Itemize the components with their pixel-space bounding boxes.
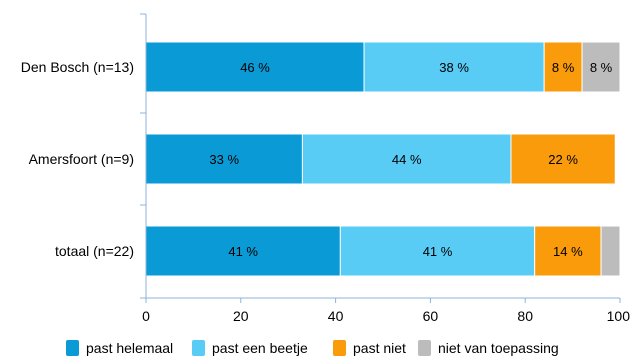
- legend-swatch: [333, 340, 346, 356]
- legend: past helemaal past een beetje past niet nie…: [66, 340, 559, 356]
- bar-segment: [301, 133, 512, 185]
- legend-swatch: [418, 340, 431, 356]
- bar-data-label: 46 %: [240, 60, 270, 75]
- legend-swatch: [192, 340, 205, 356]
- category-label: Den Bosch (n=13): [21, 59, 134, 75]
- bar-data-label: 8 %: [590, 60, 613, 75]
- x-tick-label: 100: [607, 308, 631, 324]
- x-tick-labels-group: 0 20 40 60 80 100: [142, 308, 630, 324]
- x-tick-label: 80: [517, 308, 533, 324]
- bar-segment: [543, 41, 583, 93]
- bar-segment: [339, 225, 536, 277]
- legend-swatch: [66, 340, 79, 356]
- legend-label: past helemaal: [86, 340, 173, 356]
- x-tick-label: 20: [233, 308, 249, 324]
- category-label: Amersfoort (n=9): [29, 151, 134, 167]
- bar-segment: [363, 41, 545, 93]
- bar-segment: [534, 225, 602, 277]
- bar-labels-group: 46 % 38 % 8 % 8 % 33 % 44 % 22 % 41 % 41 % 14 %: [209, 60, 612, 259]
- legend-label: past niet: [353, 340, 406, 356]
- bar-data-label: 14 %: [553, 244, 583, 259]
- bar-data-label: 44 %: [392, 152, 422, 167]
- bar-data-label: 41 %: [228, 244, 258, 259]
- bar-segment: [510, 133, 616, 185]
- bar-data-label: 38 %: [439, 60, 469, 75]
- bar-data-label: 41 %: [423, 244, 453, 259]
- legend-label: niet van toepassing: [438, 340, 559, 356]
- bar-data-label: 22 %: [548, 152, 578, 167]
- bar-segment: [600, 225, 621, 277]
- bar-segment: [145, 41, 365, 93]
- bar-segment: [581, 41, 621, 93]
- category-labels-group: Den Bosch (n=13) Amersfoort (n=9) totaal (…: [21, 59, 134, 259]
- bar-segment: [145, 133, 303, 185]
- axes-group: [140, 13, 621, 303]
- x-tick-label: 0: [142, 308, 150, 324]
- bar-data-label: 8 %: [552, 60, 575, 75]
- bar-data-label: 33 %: [209, 152, 239, 167]
- category-label: totaal (n=22): [55, 243, 134, 259]
- x-tick-label: 40: [328, 308, 344, 324]
- legend-label: past een beetje: [212, 340, 308, 356]
- x-tick-label: 60: [423, 308, 439, 324]
- bars-group: [145, 41, 621, 277]
